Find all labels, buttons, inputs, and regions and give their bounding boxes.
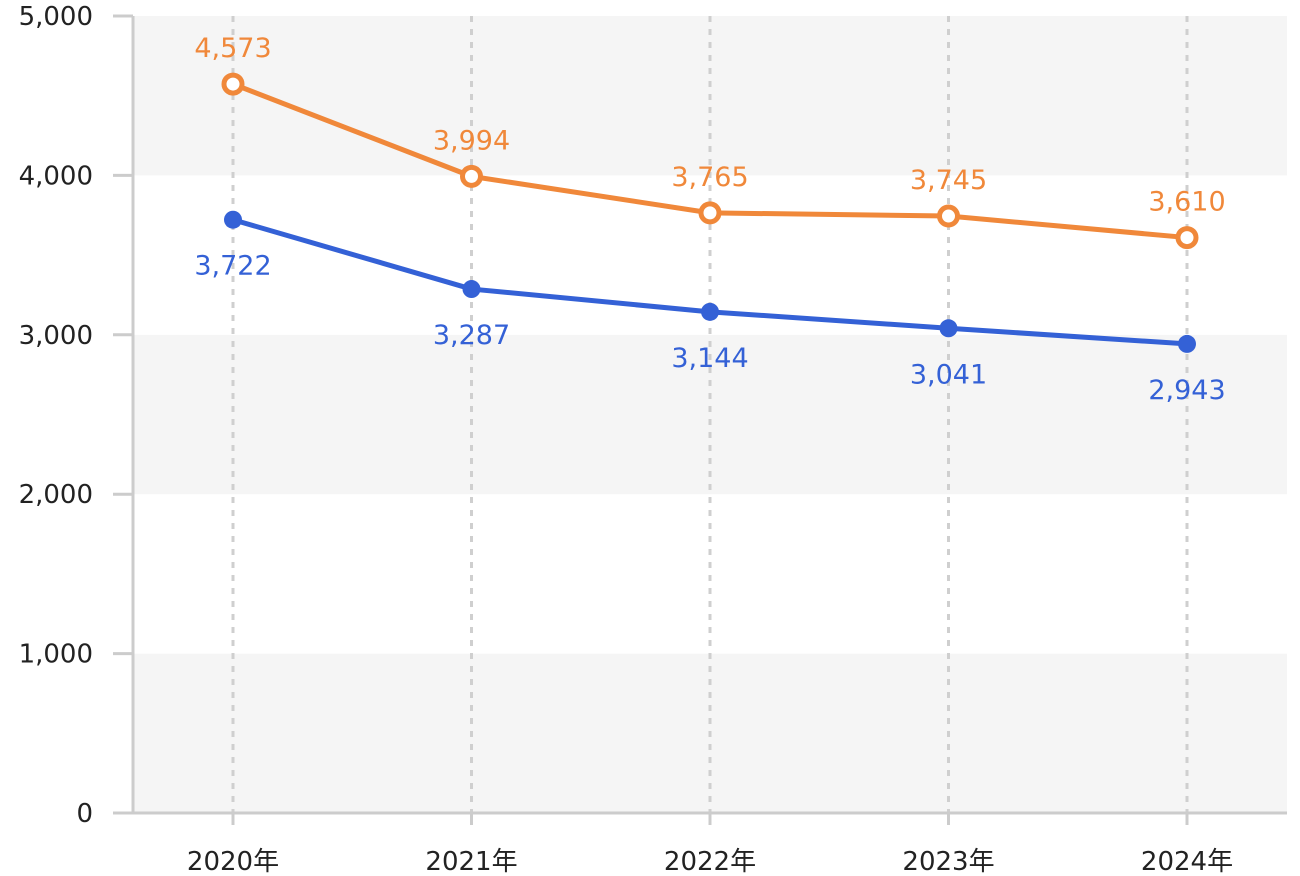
y-tick-label: 3,000 <box>19 321 93 351</box>
y-tick-label: 2,000 <box>19 480 93 510</box>
data-label: 3,745 <box>910 165 987 196</box>
data-point <box>1175 226 1199 250</box>
data-labels-layer: 4,573 3,994 3,765 3,745 3,610 3,722 3,287 3,144… <box>194 33 1225 406</box>
y-tick-label: 0 <box>76 799 93 829</box>
data-point <box>698 201 722 225</box>
data-label: 3,610 <box>1148 187 1225 218</box>
data-label: 3,722 <box>194 251 271 282</box>
y-tick-label: 5,000 <box>19 2 93 32</box>
x-tick-label: 2022年 <box>664 847 756 876</box>
data-label: 3,144 <box>671 343 748 374</box>
data-label: 3,287 <box>433 320 510 351</box>
data-point <box>460 164 483 188</box>
series-layer <box>221 72 1199 353</box>
y-axis-ticks: 0 1,000 2,000 3,000 4,000 5,000 <box>19 2 133 829</box>
data-point <box>1178 334 1196 353</box>
y-tick-label: 4,000 <box>19 161 93 191</box>
x-tick-label: 2023年 <box>902 847 994 876</box>
data-label: 3,041 <box>910 359 987 390</box>
data-point <box>937 204 960 228</box>
data-point <box>221 72 245 96</box>
axes <box>113 16 1287 815</box>
grid-band <box>133 334 1287 495</box>
x-axis-ticks: 2020年 2021年 2022年 2023年 2024年 <box>187 813 1233 876</box>
data-point <box>462 280 481 299</box>
data-point <box>701 302 719 321</box>
data-label: 4,573 <box>194 33 271 64</box>
data-point <box>939 319 958 338</box>
data-label: 2,943 <box>1148 375 1225 406</box>
data-point <box>224 210 242 229</box>
x-tick-label: 2024年 <box>1141 847 1233 876</box>
x-tick-label: 2021年 <box>425 847 517 876</box>
data-label: 3,765 <box>671 162 748 193</box>
vertical-gridlines <box>231 16 1189 813</box>
data-label: 3,994 <box>433 125 510 156</box>
y-tick-label: 1,000 <box>19 640 93 670</box>
x-tick-label: 2020年 <box>187 847 279 876</box>
